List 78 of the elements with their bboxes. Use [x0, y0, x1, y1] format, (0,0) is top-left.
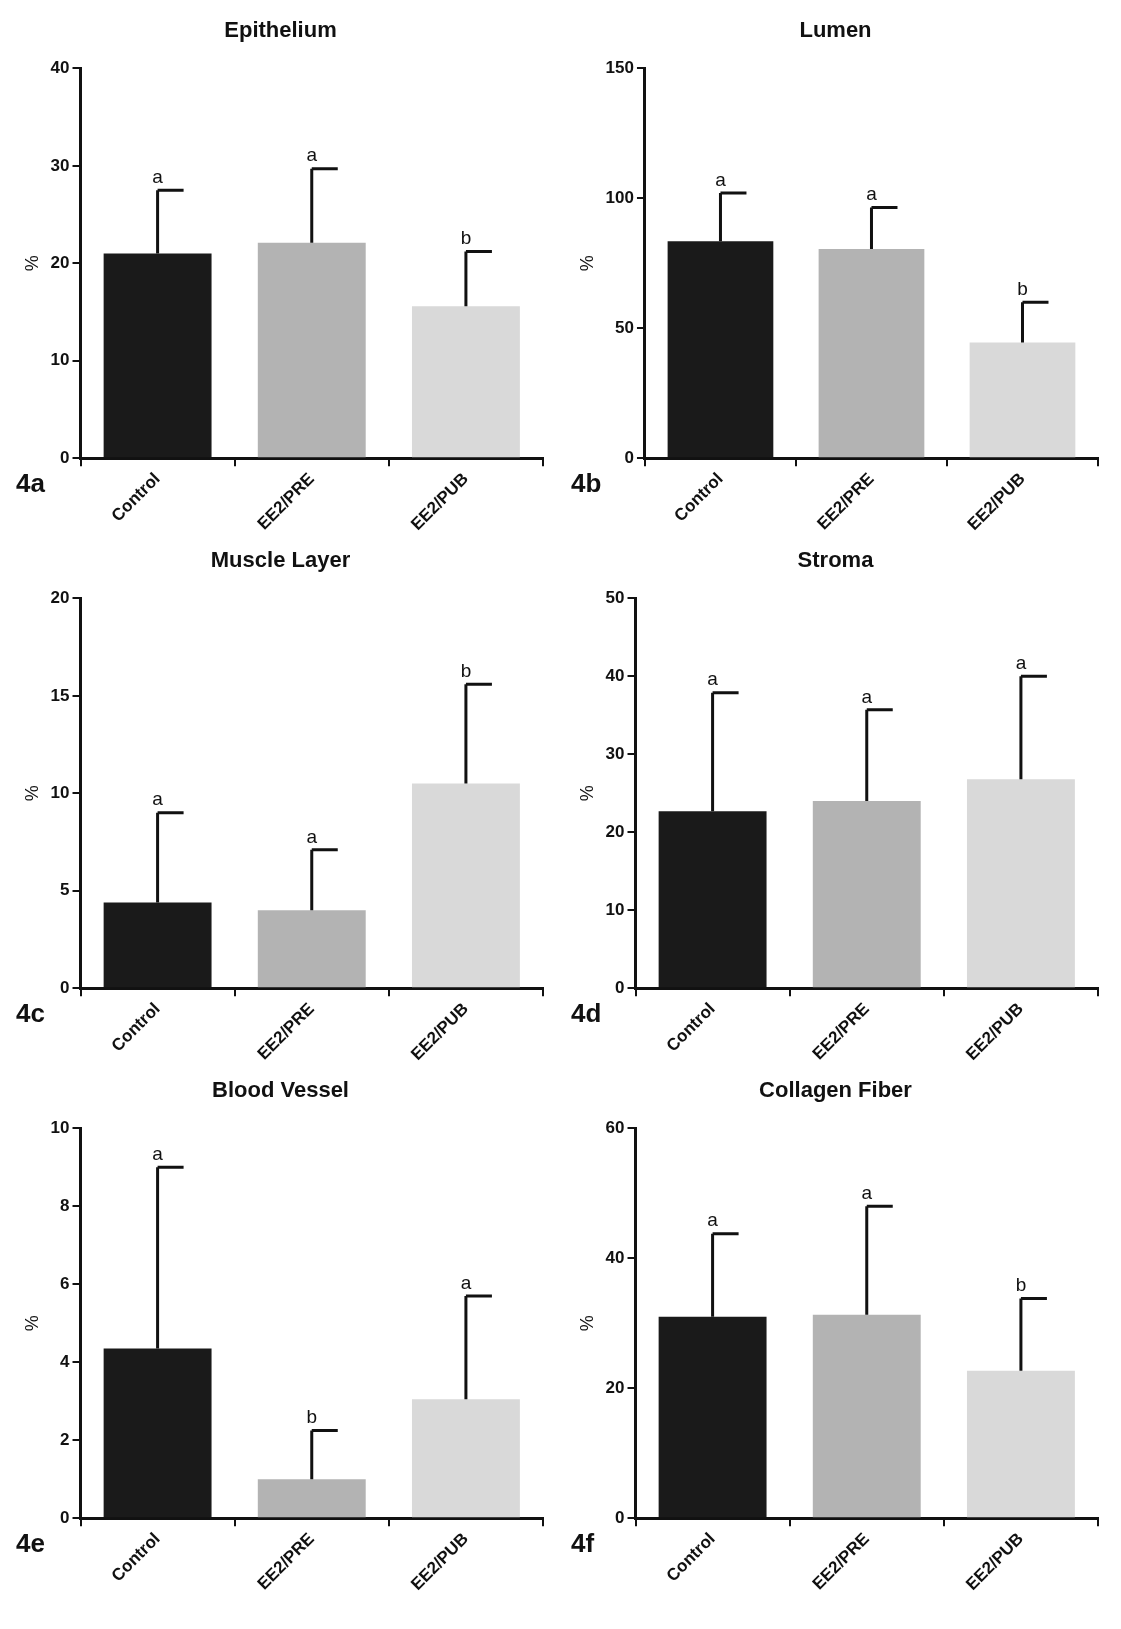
y-tick-label: 0 [60, 977, 70, 997]
y-tick-label: 5 [60, 880, 70, 900]
y-tick-label: 30 [50, 155, 70, 175]
y-tick-label: 20 [50, 588, 70, 608]
annotation: a [707, 1209, 719, 1231]
y-tick-label: 0 [624, 447, 634, 467]
bar [257, 242, 366, 458]
text: 4c [16, 998, 45, 1029]
text: 4a [16, 468, 46, 499]
bar [411, 1399, 520, 1518]
annotation: a [152, 788, 164, 810]
annotation: a [152, 1143, 164, 1165]
bar [966, 1370, 1075, 1518]
y-tick-label: 10 [50, 782, 70, 802]
y-tick-label: 40 [605, 1248, 625, 1267]
annotation: a [861, 685, 873, 707]
y-tick-label: 0 [60, 447, 70, 467]
text: 4b [571, 468, 602, 499]
bar [812, 1314, 921, 1518]
chart-title: Stroma [797, 547, 875, 573]
bar [411, 306, 520, 458]
y-tick-label: 0 [615, 977, 625, 997]
chart-title: Epithelium [224, 17, 337, 43]
bar [818, 248, 925, 458]
chart-title: Blood Vessel [212, 1077, 349, 1103]
annotation: a [861, 1182, 873, 1204]
y-tick-label: 6 [60, 1273, 70, 1293]
y-axis-title: % [576, 255, 597, 272]
y-tick-label: 30 [605, 743, 625, 763]
bar [257, 910, 366, 988]
bar [411, 783, 520, 988]
y-tick-label: 60 [605, 1118, 625, 1138]
y-tick-label: 20 [50, 252, 70, 272]
text: 4e [16, 1528, 45, 1559]
y-tick-label: 2 [60, 1429, 70, 1449]
annotation: a [306, 825, 318, 847]
y-tick-label: 50 [605, 588, 625, 608]
annotation: b [1017, 277, 1028, 299]
bar [257, 1479, 366, 1518]
y-tick-label: 4 [60, 1351, 71, 1371]
annotation: a [715, 168, 727, 190]
annotation: a [866, 183, 878, 205]
y-axis-title: % [21, 785, 42, 802]
annotation: a [306, 144, 318, 166]
annotation: b [460, 659, 472, 681]
y-tick-label: 40 [50, 58, 70, 78]
chart-title: Lumen [799, 17, 872, 43]
y-tick-label: 8 [60, 1196, 70, 1216]
y-tick-label: 10 [50, 1118, 70, 1138]
y-tick-label: 20 [605, 1377, 625, 1397]
bar [812, 801, 921, 988]
chart-title: Collagen Fiber [759, 1077, 913, 1103]
bar [969, 342, 1076, 458]
y-tick-label: 20 [605, 821, 625, 841]
y-tick-label: 10 [50, 350, 70, 370]
y-axis-title: % [21, 1315, 42, 1332]
y-tick-label: 15 [50, 685, 70, 705]
text: 4f [571, 1528, 595, 1559]
y-tick-label: 0 [60, 1507, 70, 1527]
y-axis-title: % [576, 1315, 597, 1332]
annotation: a [707, 668, 719, 690]
annotation: b [306, 1406, 318, 1428]
text: 4d [571, 998, 602, 1029]
bar [966, 779, 1075, 988]
y-tick-label: 40 [605, 666, 625, 686]
y-tick-label: 50 [615, 317, 634, 337]
y-tick-label: 10 [605, 899, 625, 919]
annotation: a [152, 165, 164, 187]
y-axis-title: % [21, 255, 42, 272]
y-tick-label: 0 [615, 1507, 625, 1527]
annotation: a [460, 1271, 472, 1293]
y-tick-label: 150 [605, 58, 634, 78]
annotation: b [460, 227, 472, 249]
annotation: b [1015, 1274, 1027, 1296]
annotation: a [1015, 652, 1027, 674]
chart-title: Muscle Layer [210, 547, 351, 573]
y-tick-label: 100 [605, 188, 634, 207]
y-axis-title: % [576, 785, 597, 802]
